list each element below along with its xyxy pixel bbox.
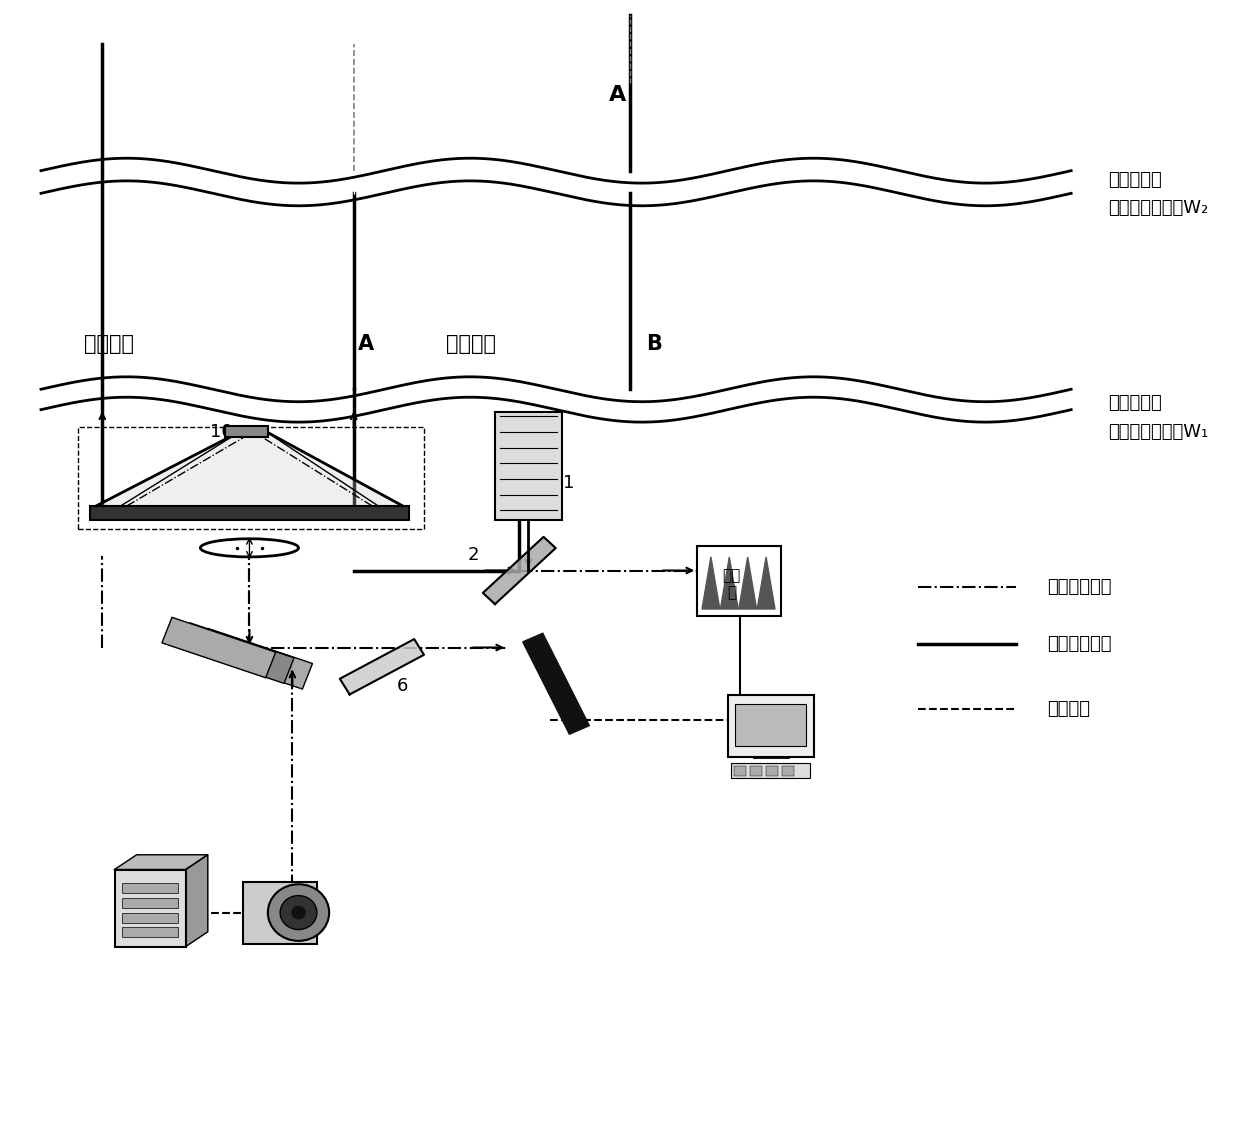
Bar: [121, 898, 178, 908]
Bar: [735, 704, 807, 746]
Bar: [121, 913, 178, 923]
Polygon shape: [720, 557, 738, 609]
Text: 3: 3: [768, 581, 779, 599]
Bar: [121, 928, 178, 938]
Bar: [494, 412, 563, 519]
Text: 第一阶段: 第一阶段: [84, 334, 134, 354]
Polygon shape: [339, 639, 424, 695]
Bar: [225, 426, 268, 437]
Text: 第一层湍流: 第一层湍流: [1108, 394, 1162, 412]
Bar: [727, 695, 814, 758]
Circle shape: [280, 896, 317, 930]
Bar: [90, 505, 409, 519]
Text: 7: 7: [313, 909, 325, 928]
Polygon shape: [738, 557, 757, 609]
Text: 第二层湍流: 第二层湍流: [1108, 171, 1162, 188]
Bar: [731, 763, 810, 778]
Polygon shape: [186, 855, 208, 947]
Text: 9: 9: [188, 624, 199, 641]
Polygon shape: [523, 633, 590, 735]
Bar: [698, 545, 781, 616]
Polygon shape: [483, 537, 556, 604]
Circle shape: [268, 884, 330, 941]
Text: 10: 10: [211, 423, 233, 442]
Bar: [733, 767, 746, 776]
Text: 1: 1: [564, 475, 575, 492]
Text: 6: 6: [396, 677, 408, 695]
Polygon shape: [97, 431, 403, 505]
Text: 5: 5: [559, 702, 570, 720]
Text: 2: 2: [468, 545, 479, 564]
Bar: [78, 427, 424, 528]
Text: 产生的波前畲变W₂: 产生的波前畲变W₂: [1108, 199, 1208, 217]
Bar: [114, 869, 186, 947]
Bar: [782, 767, 794, 776]
Text: 第二阶段: 第二阶段: [446, 334, 496, 354]
Bar: [766, 767, 778, 776]
Bar: [243, 882, 317, 945]
Text: 控制信号: 控制信号: [1047, 699, 1089, 718]
Polygon shape: [198, 629, 312, 689]
Text: A: A: [608, 84, 626, 105]
Polygon shape: [114, 855, 208, 869]
Text: 产生的波前畲变W₁: 产生的波前畲变W₁: [1108, 423, 1208, 442]
Polygon shape: [181, 623, 294, 683]
Polygon shape: [703, 557, 720, 609]
Text: A: A: [358, 334, 374, 354]
Text: 瑞利散射回光: 瑞利散射回光: [1047, 578, 1111, 597]
Text: 探测
器: 探测 器: [722, 568, 741, 600]
Text: 出射信标激光: 出射信标激光: [1047, 636, 1111, 653]
Bar: [750, 767, 762, 776]
Polygon shape: [757, 557, 774, 609]
Text: B: B: [647, 334, 662, 354]
Text: 8: 8: [130, 909, 141, 928]
Bar: [121, 883, 178, 893]
Circle shape: [291, 906, 306, 920]
Polygon shape: [162, 617, 276, 678]
Text: 4: 4: [789, 703, 800, 721]
